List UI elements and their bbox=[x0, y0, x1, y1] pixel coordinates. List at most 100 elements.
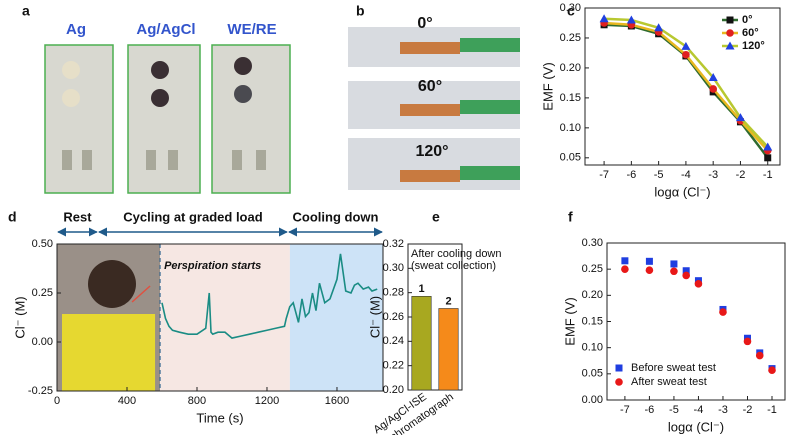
y-tick-label: 0.00 bbox=[32, 336, 53, 348]
x-tick-label: -4 bbox=[681, 169, 691, 181]
x-tick-label: -5 bbox=[669, 404, 679, 416]
panel-label: c bbox=[567, 3, 575, 19]
marker bbox=[645, 266, 654, 275]
y-tick-label: 0.32 bbox=[383, 238, 404, 250]
legend-marker bbox=[615, 364, 623, 372]
y-tick-label: 0.20 bbox=[560, 62, 581, 74]
legend-label: 0° bbox=[742, 14, 753, 26]
legend-marker bbox=[726, 16, 734, 24]
legend-marker bbox=[726, 29, 734, 37]
legend-label: 60° bbox=[742, 27, 759, 39]
x-tick-label: -7 bbox=[620, 404, 630, 416]
photo-shirt bbox=[62, 314, 156, 391]
panel-label: a bbox=[22, 3, 30, 19]
x-tick-label: -7 bbox=[599, 169, 609, 181]
y-axis-label: EMF (V) bbox=[540, 62, 555, 110]
y-tick-label: 0.25 bbox=[560, 32, 581, 44]
x-axis-label: logα (Cl⁻) bbox=[668, 419, 724, 434]
bar bbox=[438, 308, 459, 391]
marker bbox=[621, 265, 629, 273]
marker bbox=[621, 257, 629, 265]
x-axis-label: Time (s) bbox=[196, 410, 243, 425]
bending-photos bbox=[348, 27, 520, 190]
x-tick-label: 400 bbox=[118, 395, 136, 407]
marker bbox=[708, 73, 718, 82]
angle-label: 120° bbox=[415, 143, 448, 160]
plot-frame bbox=[584, 7, 781, 166]
y-tick-label: 0.30 bbox=[582, 237, 603, 249]
x-tick-label: 1600 bbox=[325, 395, 349, 407]
marker bbox=[743, 337, 752, 346]
bar-label: 2 bbox=[445, 295, 451, 307]
electrode-title: Ag bbox=[66, 21, 86, 38]
y-axis-label: Cl⁻ (M) bbox=[12, 296, 27, 338]
marker bbox=[735, 113, 745, 122]
legend-marker bbox=[615, 378, 623, 386]
y-tick-label: 0.25 bbox=[582, 263, 603, 275]
marker bbox=[709, 85, 717, 93]
y-tick-label: -0.25 bbox=[28, 385, 53, 397]
phase-label: Rest bbox=[63, 209, 92, 224]
marker bbox=[645, 257, 653, 265]
marker bbox=[682, 271, 690, 280]
x-tick-label: -1 bbox=[767, 404, 777, 416]
bar bbox=[411, 296, 432, 391]
y-tick-label: 0.20 bbox=[582, 289, 603, 301]
phase-label: Cycling at graded load bbox=[123, 209, 262, 224]
y-tick-label: 0.15 bbox=[560, 92, 581, 104]
y-axis-label: EMF (V) bbox=[562, 297, 577, 345]
y-tick-label: 0.05 bbox=[560, 152, 581, 164]
y-tick-label: 0.28 bbox=[383, 287, 404, 299]
marker bbox=[670, 267, 678, 276]
plot-frame bbox=[56, 243, 384, 392]
x-tick-label: -5 bbox=[654, 169, 664, 181]
marker bbox=[764, 154, 772, 162]
annotation: After cooling down bbox=[411, 248, 502, 260]
panel-label: b bbox=[356, 3, 365, 19]
y-tick-label: 0.05 bbox=[582, 368, 603, 380]
y-tick-label: 0.30 bbox=[560, 2, 581, 14]
y-tick-label: 0.22 bbox=[383, 360, 404, 372]
annotation: Perspiration starts bbox=[164, 260, 261, 272]
y-tick-label: 0.26 bbox=[383, 311, 404, 323]
panel-label: d bbox=[8, 209, 17, 225]
y-tick-label: 0.50 bbox=[32, 238, 53, 250]
electrode-pads bbox=[62, 57, 266, 170]
marker bbox=[719, 308, 727, 316]
x-axis-label: logα (Cl⁻) bbox=[654, 184, 710, 199]
electrode-title: WE/RE bbox=[227, 21, 276, 38]
y-tick-label: 0.30 bbox=[383, 262, 404, 274]
angle-label: 60° bbox=[418, 78, 442, 95]
marker bbox=[682, 50, 690, 59]
marker bbox=[681, 41, 691, 50]
marker bbox=[654, 23, 664, 32]
y-tick-label: 0.15 bbox=[582, 315, 603, 327]
x-tick-label: -6 bbox=[626, 169, 636, 181]
photo-head bbox=[88, 260, 136, 308]
marker bbox=[694, 280, 703, 288]
marker bbox=[682, 267, 690, 275]
y-tick-label: 0.00 bbox=[582, 394, 603, 406]
x-tick-label: -1 bbox=[763, 169, 773, 181]
x-tick-label: -3 bbox=[708, 169, 718, 181]
legend-label: Before sweat test bbox=[631, 362, 716, 374]
y-tick-label: 0.20 bbox=[383, 384, 404, 396]
y-tick-label: 0.24 bbox=[383, 335, 404, 347]
marker bbox=[626, 15, 636, 24]
shading bbox=[160, 244, 290, 391]
y-tick-label: 0.25 bbox=[32, 287, 53, 299]
legend-label: After sweat test bbox=[631, 376, 707, 388]
x-tick-label: -6 bbox=[645, 404, 655, 416]
x-tick-label: -2 bbox=[743, 404, 753, 416]
y-axis-label: Cl⁻ (M) bbox=[367, 296, 382, 338]
y-tick-label: 0.10 bbox=[582, 342, 603, 354]
marker bbox=[755, 351, 764, 360]
marker bbox=[670, 260, 678, 268]
legend-marker bbox=[725, 41, 735, 50]
annotation: (sweat collection) bbox=[411, 260, 496, 272]
panel-label: f bbox=[568, 209, 573, 225]
x-tick-label: -3 bbox=[718, 404, 728, 416]
phase-label: Cooling down bbox=[293, 209, 379, 224]
marker bbox=[599, 14, 609, 23]
